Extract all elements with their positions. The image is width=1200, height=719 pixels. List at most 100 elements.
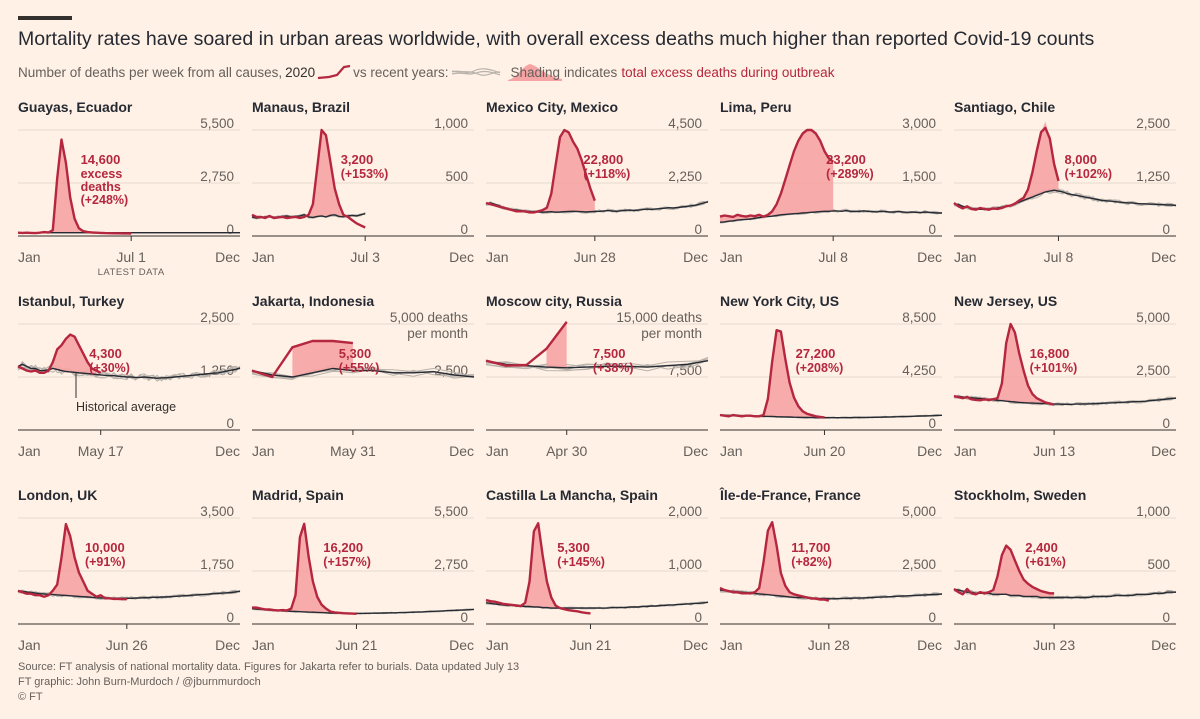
excess-label: 22,800(+118%) bbox=[583, 152, 630, 181]
avg-annotation-text: Historical average bbox=[76, 400, 176, 414]
excess-label: 10,000(+91%) bbox=[85, 540, 126, 569]
panel-castilla-la-mancha-spain: Castilla La Mancha, Spain 2,000 1,000 0 5,30… bbox=[485, 487, 709, 653]
excess-pct: (+91%) bbox=[85, 555, 126, 569]
panel-title: Castilla La Mancha, Spain bbox=[486, 487, 658, 503]
x-tick-label: Dec bbox=[917, 443, 942, 459]
y-tick-label: 0 bbox=[928, 610, 936, 625]
subtitle-vs: vs recent years: bbox=[353, 64, 449, 80]
x-tick-label: Jul 3 bbox=[350, 249, 380, 265]
x-tick-label: Dec bbox=[1151, 637, 1176, 653]
x-tick-label: Dec bbox=[449, 443, 474, 459]
excess-label: 27,200(+208%) bbox=[796, 346, 844, 375]
line-2020 bbox=[17, 138, 132, 235]
excess-pct: (+55%) bbox=[339, 361, 380, 375]
y-tick-label: 0 bbox=[928, 416, 936, 431]
y-tick-label: 5,000 deaths bbox=[390, 310, 468, 325]
panel-title: Santiago, Chile bbox=[954, 99, 1055, 115]
x-tick-label: Jun 26 bbox=[106, 637, 148, 653]
x-tick-label: Jun 23 bbox=[1033, 637, 1075, 653]
x-tick-label: Jan bbox=[486, 249, 509, 265]
y-tick-label: 5,500 bbox=[200, 116, 234, 131]
y-tick-label: 5,000 bbox=[902, 504, 936, 519]
excess-label: 2,400(+61%) bbox=[1025, 540, 1066, 569]
x-tick-label: Jan bbox=[252, 249, 275, 265]
excess-value: 5,300 bbox=[557, 540, 590, 555]
excess-value: 16,800 bbox=[1030, 346, 1070, 361]
x-tick-label: Jun 13 bbox=[1033, 443, 1075, 459]
y-tick-label: 5,500 bbox=[434, 504, 468, 519]
x-tick-label: Jun 28 bbox=[574, 249, 616, 265]
x-tick-label: Dec bbox=[215, 249, 240, 265]
y-tick-label: 0 bbox=[928, 222, 936, 237]
excess-pct: (+82%) bbox=[791, 555, 832, 569]
x-tick-label: Jan bbox=[486, 637, 509, 653]
line-2020 bbox=[251, 339, 354, 379]
panel-title: Moscow city, Russia bbox=[486, 293, 622, 309]
line-2020 bbox=[719, 128, 834, 219]
excess-pct: (+101%) bbox=[1030, 361, 1078, 375]
recent-year-line bbox=[719, 588, 943, 601]
subtitle-prefix: Number of deaths per week from all cause… bbox=[18, 64, 283, 80]
x-tick-label: Jan bbox=[486, 443, 509, 459]
x-tick-label: Jul 1 bbox=[116, 249, 146, 265]
footer-credit: FT graphic: John Burn-Murdoch / @jburnmu… bbox=[18, 676, 261, 688]
y-tick-label: 0 bbox=[694, 222, 702, 237]
subtitle-excess-text: total excess deaths during outbreak bbox=[621, 64, 835, 80]
x-tick-label: May 17 bbox=[78, 443, 124, 459]
excess-label: 8,000(+102%) bbox=[1064, 152, 1112, 181]
panel-mexico-city-mexico: Mexico City, Mexico 4,500 2,250 0 22,800(+11… bbox=[485, 99, 709, 265]
panel-title: Istanbul, Turkey bbox=[18, 293, 125, 309]
excess-deaths-shading bbox=[542, 130, 595, 213]
historical-average-line bbox=[17, 363, 241, 380]
y-tick-label: 0 bbox=[1162, 416, 1170, 431]
panel-new-york-city-us: New York City, US 8,500 4,250 0 27,200(+208%… bbox=[719, 293, 943, 459]
line-2020 bbox=[953, 544, 1055, 596]
excess-deaths-shading bbox=[763, 330, 821, 418]
panel-title: Stockholm, Sweden bbox=[954, 487, 1086, 503]
x-tick-label: Dec bbox=[449, 637, 474, 653]
excess-pct: (+102%) bbox=[1064, 167, 1112, 181]
panel-london-uk: London, UK 3,500 1,750 0 10,000(+91%) Jan Jun … bbox=[17, 487, 241, 653]
excess-value: 5,300 bbox=[339, 346, 372, 361]
x-tick-label: May 31 bbox=[330, 443, 376, 459]
panel-title: Madrid, Spain bbox=[252, 487, 344, 503]
y-tick-label: 2,500 bbox=[1136, 363, 1170, 378]
excess-value: 3,200 bbox=[341, 152, 374, 167]
latest-data-note: LATEST DATA bbox=[98, 267, 165, 278]
x-tick-label: Dec bbox=[1151, 443, 1176, 459]
excess-label: 4,300(+30%) bbox=[89, 346, 130, 375]
x-tick-label: Jun 20 bbox=[803, 443, 845, 459]
x-tick-label: Dec bbox=[449, 249, 474, 265]
excess-deaths-shading bbox=[308, 130, 344, 218]
panel-title: Mexico City, Mexico bbox=[486, 99, 618, 115]
x-tick-label: Dec bbox=[215, 637, 240, 653]
panel-title: Île-de-France, France bbox=[719, 486, 861, 503]
y-tick-label: 3,500 bbox=[200, 504, 234, 519]
chart-subtitle: Number of deaths per week from all cause… bbox=[18, 62, 834, 82]
y-tick-label: 5,000 bbox=[1136, 310, 1170, 325]
x-tick-label: Dec bbox=[683, 443, 708, 459]
y-tick-label: 0 bbox=[226, 416, 234, 431]
excess-value: 27,200 bbox=[796, 346, 836, 361]
footer: Source: FT analysis of national mortalit… bbox=[18, 660, 519, 705]
x-tick-label: Jan bbox=[252, 443, 275, 459]
x-tick-label: Jan bbox=[252, 637, 275, 653]
excess-deaths-shading bbox=[1019, 121, 1059, 203]
x-tick-label: Dec bbox=[917, 637, 942, 653]
y-tick-label: 15,000 deaths bbox=[616, 310, 702, 325]
panel-new-jersey-us: New Jersey, US 5,000 2,500 0 16,800(+101%) Ja… bbox=[953, 293, 1177, 459]
y-tick-label: 4,250 bbox=[902, 363, 936, 378]
x-tick-label: Jan bbox=[18, 249, 41, 265]
line-2020 bbox=[719, 329, 825, 419]
panel-title: Jakarta, Indonesia bbox=[252, 293, 374, 309]
y-tick-label: 2,750 bbox=[434, 557, 468, 572]
excess-label: 3,200(+153%) bbox=[341, 152, 389, 181]
excess-value: 7,500 bbox=[593, 346, 626, 361]
excess-value: 4,300 bbox=[89, 346, 122, 361]
y-tick-label: 1,750 bbox=[200, 557, 234, 572]
line-2020 bbox=[953, 322, 1055, 406]
y-tick-label: 2,250 bbox=[668, 169, 702, 184]
excess-deaths-shading bbox=[52, 334, 97, 375]
